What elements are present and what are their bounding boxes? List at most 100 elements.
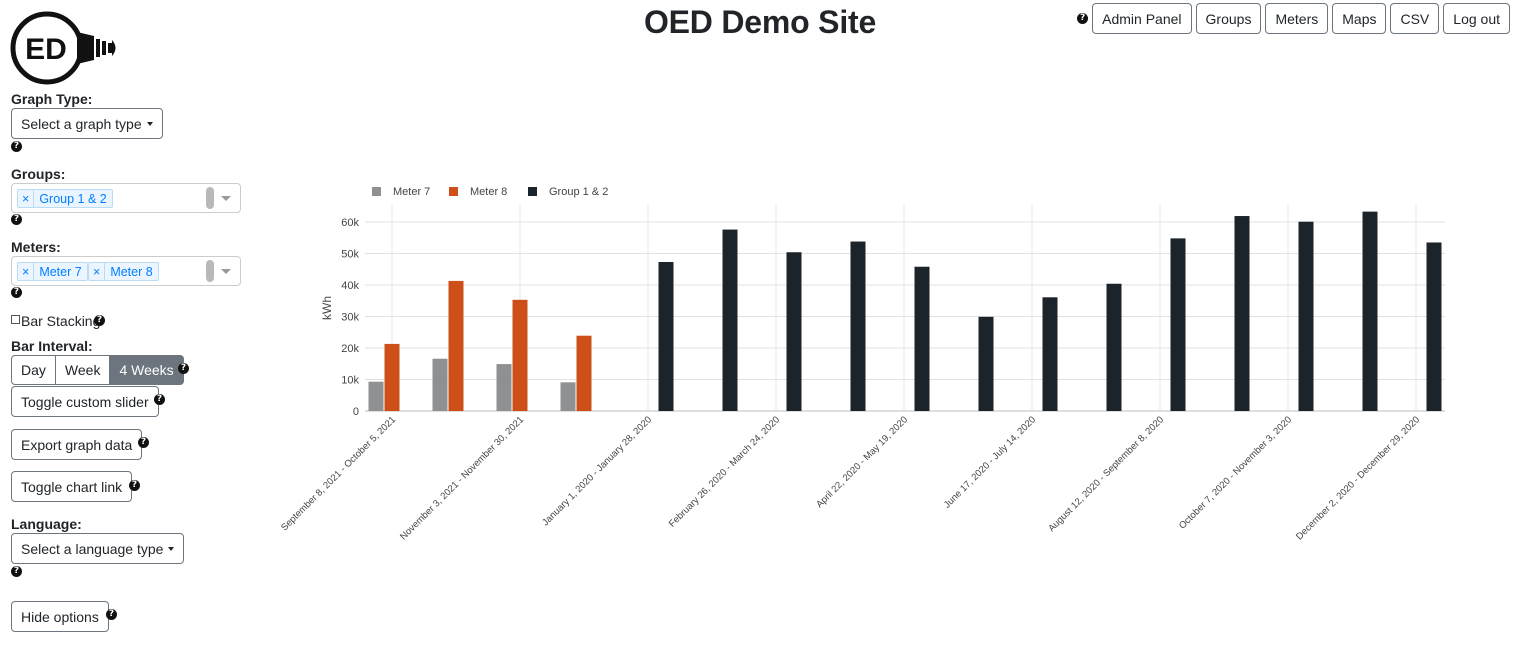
meters-multiselect[interactable]: × Meter 7 × Meter 8 bbox=[11, 256, 241, 286]
meters-button[interactable]: Meters bbox=[1265, 3, 1329, 34]
export-graph-button[interactable]: Export graph data bbox=[11, 429, 143, 460]
bar bbox=[1234, 216, 1250, 411]
bar bbox=[722, 229, 738, 411]
chip-label: Group 1 & 2 bbox=[39, 191, 107, 206]
chip-label: Meter 8 bbox=[110, 264, 153, 279]
x-tick-label: April 22, 2020 - May 19, 2020 bbox=[814, 414, 910, 510]
csv-button[interactable]: CSV bbox=[1390, 3, 1440, 34]
groups-label: Groups: bbox=[11, 166, 66, 182]
toggle-chart-link-button[interactable]: Toggle chart link bbox=[11, 471, 133, 502]
bar-stacking-checkbox[interactable] bbox=[11, 315, 20, 324]
bar bbox=[978, 316, 994, 411]
legend-swatch bbox=[528, 187, 537, 196]
dropdown-arrow-icon[interactable] bbox=[221, 269, 231, 274]
x-tick-label: December 2, 2020 - December 29, 2020 bbox=[1294, 414, 1422, 542]
bar bbox=[448, 280, 464, 411]
chip-remove-icon[interactable]: × bbox=[89, 263, 106, 280]
help-icon[interactable]: ? bbox=[129, 480, 140, 491]
x-tick-label: September 8, 2021 - October 5, 2021 bbox=[279, 414, 398, 533]
bar bbox=[368, 381, 384, 411]
help-icon[interactable]: ? bbox=[106, 609, 117, 620]
bar bbox=[496, 364, 512, 411]
x-tick-label: February 26, 2020 - March 24, 2020 bbox=[667, 414, 782, 529]
bar bbox=[850, 241, 866, 411]
help-icon[interactable]: ? bbox=[154, 394, 165, 405]
graph-type-select[interactable]: Select a graph type bbox=[11, 108, 163, 139]
bar bbox=[1426, 242, 1442, 411]
legend-label: Group 1 & 2 bbox=[549, 186, 608, 198]
bar-stacking-label: Bar Stacking bbox=[21, 313, 101, 329]
chip-remove-icon[interactable]: × bbox=[18, 190, 35, 207]
y-axis-label: kWh bbox=[320, 296, 334, 320]
maps-button[interactable]: Maps bbox=[1332, 3, 1387, 34]
help-icon[interactable]: ? bbox=[1077, 13, 1089, 24]
x-tick-label: August 12, 2020 - September 8, 2020 bbox=[1046, 414, 1166, 534]
scrollbar[interactable] bbox=[206, 187, 214, 209]
chip-label: Meter 7 bbox=[39, 264, 82, 279]
bar-chart: 0 10k 20k 30k 40k 50k 60k September 8, 2021 - O… bbox=[279, 186, 1445, 542]
legend-label: Meter 7 bbox=[393, 186, 430, 198]
y-tick-label: 50k bbox=[341, 249, 359, 261]
logout-button[interactable]: Log out bbox=[1443, 3, 1510, 34]
language-label: Language: bbox=[11, 516, 82, 532]
hide-options-button[interactable]: Hide options bbox=[11, 601, 109, 632]
y-tick-label: 30k bbox=[341, 312, 359, 324]
x-tick-label: January 1, 2020 - January 28, 2020 bbox=[540, 414, 654, 528]
y-tick-label: 10k bbox=[341, 375, 359, 387]
bar-interval-toggle: Day Week 4 Weeks bbox=[11, 355, 184, 385]
bar bbox=[1298, 221, 1314, 411]
y-tick-label: 40k bbox=[341, 280, 359, 292]
bar bbox=[1170, 238, 1186, 411]
help-icon[interactable]: ? bbox=[11, 141, 22, 152]
legend-swatch bbox=[372, 187, 381, 196]
bar-interval-label: Bar Interval: bbox=[11, 338, 93, 354]
meters-label: Meters: bbox=[11, 239, 61, 255]
legend-swatch bbox=[449, 187, 458, 196]
interval-4weeks-button[interactable]: 4 Weeks bbox=[110, 355, 184, 385]
bar bbox=[384, 343, 400, 411]
caret-down-icon bbox=[168, 546, 175, 551]
x-tick-label: June 17, 2020 - July 14, 2020 bbox=[942, 414, 1038, 510]
groups-button[interactable]: Groups bbox=[1195, 3, 1262, 34]
help-icon[interactable]: ? bbox=[178, 363, 189, 374]
y-tick-label: 20k bbox=[341, 343, 359, 355]
admin-panel-button[interactable]: Admin Panel bbox=[1092, 3, 1192, 34]
bar bbox=[560, 382, 576, 411]
language-select-text: Select a language type bbox=[21, 540, 164, 557]
legend-label: Meter 8 bbox=[470, 186, 507, 198]
help-icon[interactable]: ? bbox=[94, 315, 105, 326]
interval-week-button[interactable]: Week bbox=[55, 355, 111, 385]
scrollbar[interactable] bbox=[206, 260, 214, 282]
bar bbox=[1106, 283, 1122, 411]
logo-text: ED bbox=[25, 33, 67, 66]
graph-type-select-text: Select a graph type bbox=[21, 115, 142, 132]
group-chip: × Group 1 & 2 bbox=[17, 189, 113, 208]
bar bbox=[914, 266, 930, 411]
groups-multiselect[interactable]: × Group 1 & 2 bbox=[11, 183, 241, 213]
bar bbox=[432, 358, 448, 411]
language-select[interactable]: Select a language type bbox=[11, 533, 185, 564]
bar bbox=[512, 299, 528, 411]
help-icon[interactable]: ? bbox=[138, 437, 149, 448]
bar bbox=[658, 262, 674, 411]
help-icon[interactable]: ? bbox=[11, 287, 22, 298]
chip-remove-icon[interactable]: × bbox=[18, 263, 35, 280]
interval-day-button[interactable]: Day bbox=[11, 355, 56, 385]
oed-logo: ED bbox=[10, 11, 116, 85]
x-tick-label: November 3, 2021 - November 30, 2021 bbox=[398, 414, 526, 542]
bar bbox=[576, 335, 592, 411]
graph-type-label: Graph Type: bbox=[11, 91, 93, 107]
x-tick-label: October 7, 2020 - November 3, 2020 bbox=[1177, 414, 1294, 531]
meter-chip: × Meter 8 bbox=[88, 262, 159, 281]
bar bbox=[786, 252, 802, 411]
y-tick-label: 0 bbox=[353, 406, 359, 418]
meter-chip: × Meter 7 bbox=[17, 262, 88, 281]
toggle-slider-button[interactable]: Toggle custom slider bbox=[11, 386, 159, 417]
help-icon[interactable]: ? bbox=[11, 566, 22, 577]
dropdown-arrow-icon[interactable] bbox=[221, 196, 231, 201]
bar bbox=[1362, 211, 1378, 411]
help-icon[interactable]: ? bbox=[11, 214, 22, 225]
bar bbox=[1042, 297, 1058, 411]
y-tick-label: 60k bbox=[341, 217, 359, 229]
top-nav: ? Admin Panel Groups Meters Maps CSV Log… bbox=[1077, 3, 1510, 34]
